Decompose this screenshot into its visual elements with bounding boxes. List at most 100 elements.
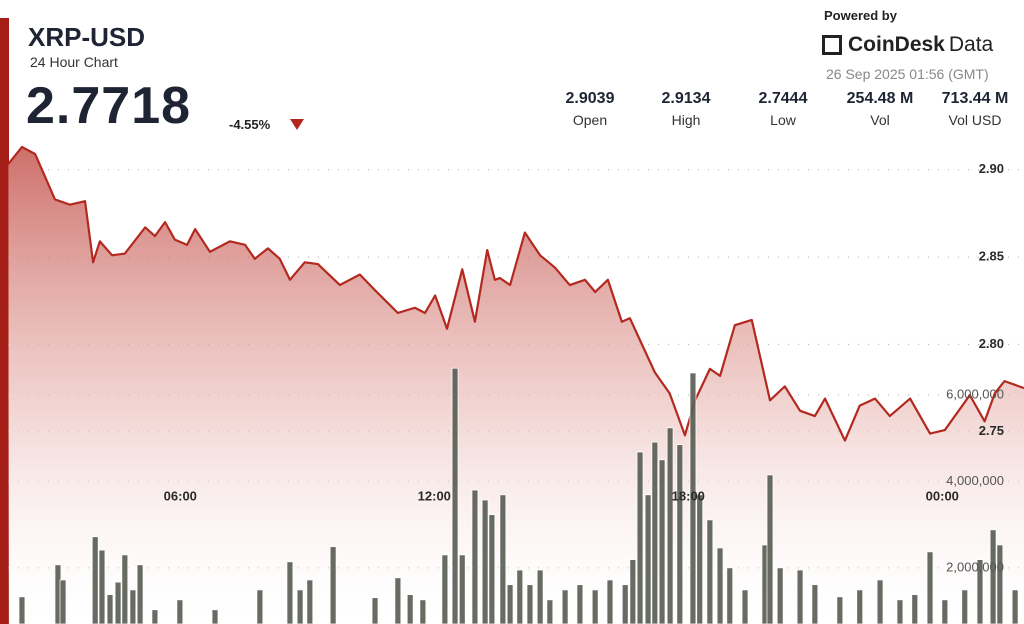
volume-bar [406,594,414,624]
volume-bar [741,589,749,624]
volume-bar [256,589,264,624]
volume-bar [896,599,904,624]
subtitle: 24 Hour Chart [30,54,118,70]
volume-bar [306,579,314,624]
volume-bar [419,599,427,624]
frame-edge [0,18,9,624]
price: 2.7718 [26,77,192,135]
stat-value: 713.44 M [941,90,1009,107]
volume-bar [136,564,144,624]
volume-bar [651,441,659,624]
x-tick-label: 00:00 [926,488,959,503]
down-arrow [290,119,304,130]
x-tick-label: 18:00 [672,488,705,503]
stat-label: Vol USD [948,112,1002,128]
volume-bar [546,599,554,624]
volume-bar [676,444,684,624]
stat-label: High [671,112,701,128]
volume-bar [856,589,864,624]
stat-value: 254.48 M [846,90,914,107]
volume-bar [286,561,294,624]
volume-bar [451,367,459,624]
volume-bar [481,499,489,624]
volume-bar [98,549,106,624]
volume-bar [211,609,219,624]
logo: CoinDesk Data [822,33,993,57]
stat: 2.7444 Low [733,90,833,128]
volume-bar [296,589,304,624]
volume-bar [696,494,704,624]
volume-bar [129,589,137,624]
y2-tick-label: 6,000,000 [946,386,1004,401]
volume-bar [114,581,122,624]
volume-bar [961,589,969,624]
y2-tick-label: 2,000,000 [946,559,1004,574]
volume-bar [636,451,644,624]
powered-by: Powered by [824,8,897,23]
volume-bar [591,589,599,624]
axis-labels: 2.75 2.80 2.85 2.90 2,000,000 4,000,000 6,000,… [164,161,1004,574]
stat: 713.44 M Vol USD [925,90,1024,128]
volume-bar [996,544,1004,624]
stat-label: Open [572,112,608,128]
volume-bar [836,596,844,624]
volume-bar [606,579,614,624]
brand-suffix: Data [948,33,994,56]
title: XRP-USD [28,22,146,52]
volume-bar [621,584,629,624]
volume-bar [121,554,129,624]
volume-bar [911,594,919,624]
volume-bar [488,514,496,624]
volume-bar [811,584,819,624]
volume-bar [629,559,637,624]
volume-bar [766,474,774,624]
stat-label: Vol [870,112,890,128]
volume-bar [516,569,524,624]
volume-bar [499,494,507,624]
area-fill [8,146,1024,624]
volume-bar [106,594,114,624]
volume-bar [776,567,784,624]
y-tick-label: 2.75 [979,423,1004,438]
volume-bar [658,459,666,624]
stat: 2.9039 Open [540,90,640,128]
y-tick-label: 2.90 [979,161,1004,176]
price-line [7,145,1024,442]
y-tick-label: 2.85 [979,249,1004,264]
stat-value: 2.9134 [661,90,711,107]
volume-bar [726,567,734,624]
y2-tick-label: 4,000,000 [946,473,1004,488]
stat: 2.9134 High [636,90,736,128]
volume-bar [1011,589,1019,624]
stat-value: 2.7444 [758,90,808,107]
volume-bar [176,599,184,624]
timestamp: 26 Sep 2025 01:56 (GMT) [826,66,989,82]
logo-icon [822,35,842,55]
volume-bar [976,559,984,624]
x-tick-label: 12:00 [418,488,451,503]
volume-bar [526,584,534,624]
stat-value: 2.9039 [565,90,615,107]
brand: CoinDesk [848,33,945,56]
volume-bar [329,546,337,624]
volume-bar [59,579,67,624]
volume-bar [371,597,379,624]
volume-bar [506,584,514,624]
volume-bar [536,569,544,624]
volume-bar [926,551,934,624]
volume-bar [941,599,949,624]
volume-bar [458,554,466,624]
volume-bar [91,536,99,624]
volume-bar [151,609,159,624]
stat-label: Low [770,112,796,128]
volume-bar [796,569,804,624]
volume-bar [876,579,884,624]
volume-bar [706,519,714,624]
volume-bar [716,547,724,624]
volume-bar [561,589,569,624]
volume-bar [394,577,402,624]
volume-bar [471,489,479,624]
volume-bar [644,494,652,624]
